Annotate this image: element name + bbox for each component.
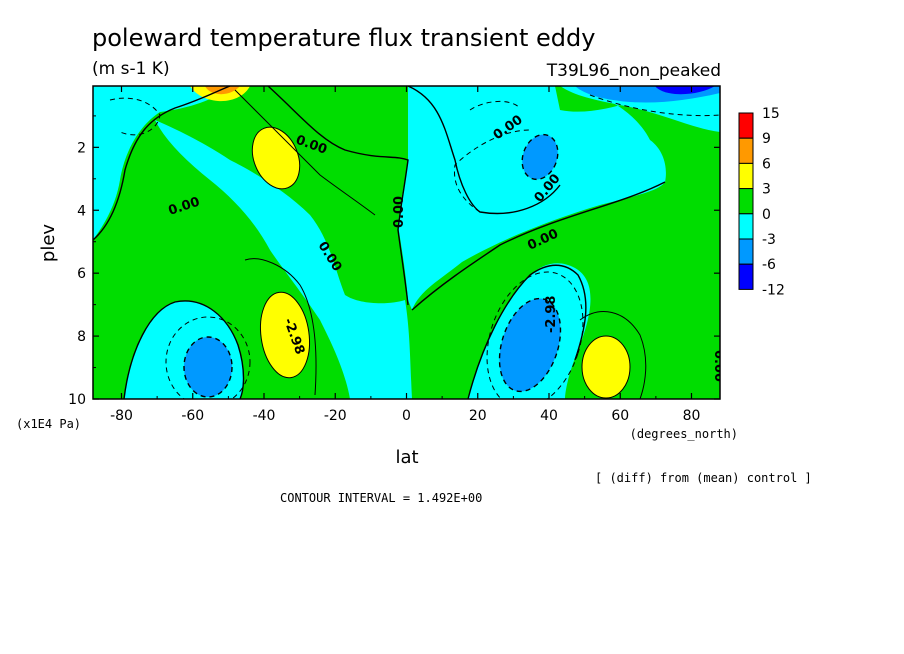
- x-tick-label: 40: [540, 408, 558, 424]
- y-tick-label: 4: [77, 203, 86, 219]
- x-tick-label: 0: [402, 408, 411, 424]
- neg-region-midleft: [155, 120, 412, 399]
- colorbar-level-label: 0: [762, 207, 771, 223]
- x-tick-label: -60: [181, 408, 204, 424]
- chart-units: (m s-1 K): [92, 59, 170, 79]
- x-tick-label: -80: [110, 408, 133, 424]
- contour-interval-label: CONTOUR INTERVAL = 1.492E+00: [280, 491, 482, 505]
- colorbar-level-label: 6: [762, 156, 771, 172]
- y-tick-label: 2: [77, 140, 86, 156]
- colorbar-level-label: -12: [762, 282, 785, 298]
- x-tick-label: 20: [469, 408, 487, 424]
- y-axis: 2 4 6 8 10: [68, 115, 720, 408]
- pos-core-lower-right: [582, 336, 630, 398]
- x-axis: -80 -60 -40 -20 0 20 40 60 80: [110, 86, 700, 424]
- pos-core-lower-left: [260, 292, 310, 378]
- colorbar-level-label: 9: [762, 131, 771, 147]
- colorbar-level-label: 3: [762, 182, 771, 198]
- contour-label: 0.00: [711, 350, 726, 382]
- y-tick-label: 6: [77, 266, 86, 282]
- neg-core-se: [499, 298, 561, 392]
- x-tick-label: -20: [324, 408, 347, 424]
- x-tick-label: -40: [253, 408, 276, 424]
- colorbar-swatch: [738, 213, 754, 240]
- neg-core-ne-top-deep: [655, 86, 715, 95]
- neg-core-ne-mid: [522, 134, 558, 180]
- x-tick-label: 60: [611, 408, 629, 424]
- colorbar-swatch: [738, 188, 754, 215]
- colorbar-swatch: [738, 137, 754, 164]
- x-axis-label: lat: [395, 447, 418, 468]
- colorbar-level-label: -6: [762, 257, 776, 273]
- colorbar-swatch: [738, 162, 754, 190]
- contour-label: 0.00: [392, 196, 407, 228]
- neg-region-west-top: [93, 86, 230, 240]
- x-tick-label: 80: [683, 408, 701, 424]
- contour-label: -2.98: [544, 296, 559, 333]
- pos-core-top-left-orange: [205, 86, 240, 95]
- x-axis-units: (degrees_north): [630, 427, 738, 441]
- dashed-contours: [109, 94, 720, 399]
- colorbar-level-label: 15: [762, 106, 780, 122]
- dataset-label: T39L96_non_peaked: [546, 61, 721, 81]
- y-axis-label: plev: [38, 224, 59, 263]
- colorbar-swatch: [738, 238, 754, 265]
- colorbar: 15 9 6 3 0 -3 -6 -12: [738, 106, 785, 298]
- colorbar-swatch: [738, 112, 754, 139]
- colorbar-swatch: [738, 263, 754, 290]
- y-axis-units: (x1E4 Pa): [16, 417, 81, 431]
- chart-title: poleward temperature flux transient eddy: [92, 24, 595, 52]
- y-tick-label: 10: [68, 392, 86, 408]
- note-label: [ (diff) from (mean) control ]: [595, 471, 812, 485]
- contour-field: 0.00 0.00 0.00 0.00 0.00 0.00 0.00 -2.98…: [93, 86, 726, 399]
- colorbar-level-label: -3: [762, 232, 776, 248]
- neg-core-sw: [184, 337, 232, 397]
- y-tick-label: 8: [77, 329, 86, 345]
